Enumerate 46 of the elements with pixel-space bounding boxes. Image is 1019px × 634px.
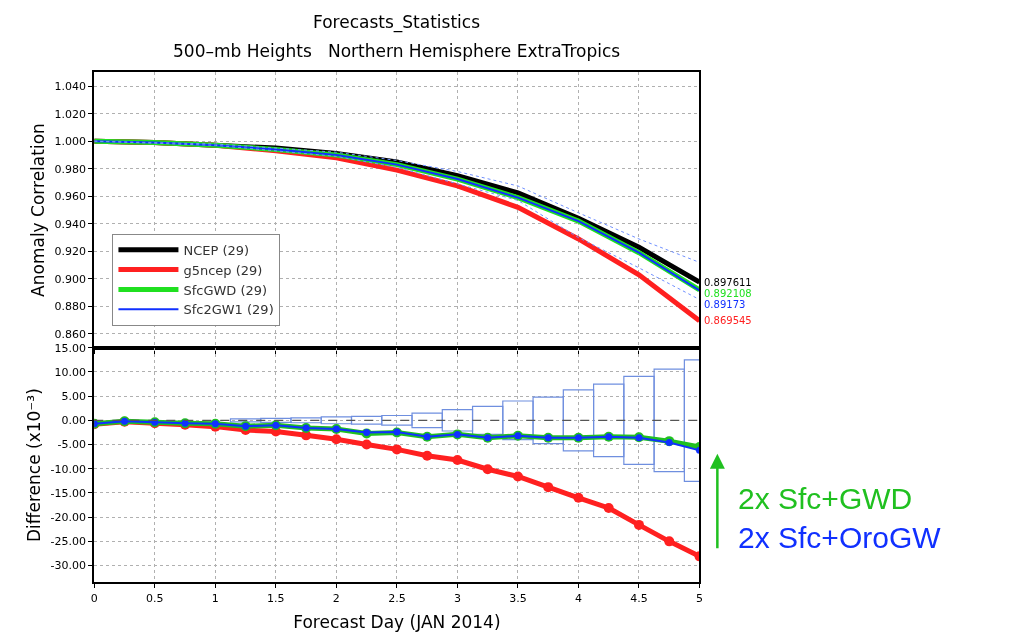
y-tick-label: 0.860	[54, 327, 87, 341]
x-tick-label: 4.5	[630, 591, 648, 605]
y-tick-label: 0.960	[54, 190, 87, 204]
y-axis-title: Anomaly Correlation	[27, 123, 48, 297]
y-tick-label: 0.920	[54, 245, 87, 259]
data-label: 0.897611	[704, 277, 752, 288]
legend-label: SfcGWD (29)	[183, 282, 268, 298]
y-tick-label: 10.00	[54, 365, 87, 379]
y-tick-label: 5.00	[61, 389, 87, 403]
x-tick-label: 1	[211, 591, 219, 605]
legend-label: g5ncep (29)	[183, 262, 263, 278]
y-tick-label: 1.000	[54, 135, 87, 149]
text: 2x Sfc+GWD	[738, 482, 913, 515]
y-tick-label: 0.00	[61, 414, 87, 428]
x-axis-title: Forecast Day (JAN 2014)	[293, 611, 501, 632]
y-tick-label: 0.900	[54, 272, 87, 286]
chart-subtitle: 500–mb Heights Northern Hemisphere ExtraTropics	[173, 41, 621, 61]
x-tick-label: 5	[696, 591, 703, 605]
x-tick-label: 2.5	[388, 591, 406, 605]
y-tick-label: -30.00	[50, 559, 87, 573]
chart-title: Forecasts_Statistics	[313, 12, 481, 33]
y-tick-label: -25.00	[50, 535, 87, 549]
y-tick-label: 0.980	[54, 162, 87, 176]
x-tick-label: 2	[332, 591, 340, 605]
x-tick-label: 0.5	[146, 591, 164, 605]
x-tick-label: 1.5	[267, 591, 285, 605]
y-tick-label: -15.00	[50, 486, 87, 500]
legend-label: Sfc2GW1 (29)	[183, 302, 274, 318]
y-axis-title: Difference (x10⁻³)	[23, 388, 44, 543]
x-tick-label: 3	[453, 591, 461, 605]
y-tick-label: 0.880	[54, 300, 87, 314]
data-label: 0.892108	[704, 288, 752, 299]
y-tick-label: -20.00	[50, 511, 87, 524]
y-tick-label: 1.020	[54, 107, 87, 121]
x-tick-label: 0	[90, 591, 98, 605]
y-tick-label: 1.040	[54, 79, 87, 93]
y-tick-label: -5.00	[57, 438, 87, 452]
text: 2x Sfc+OroGW	[738, 521, 942, 554]
legend-label: NCEP (29)	[183, 242, 250, 258]
data-label: 0.89173	[704, 299, 746, 310]
x-tick-label: 4	[574, 591, 582, 605]
y-tick-label: 0.940	[54, 217, 87, 231]
y-tick-label: 15.00	[54, 341, 87, 355]
x-tick-label: 3.5	[509, 591, 527, 605]
y-tick-label: -10.00	[50, 462, 87, 476]
data-label: 0.869545	[704, 315, 752, 326]
